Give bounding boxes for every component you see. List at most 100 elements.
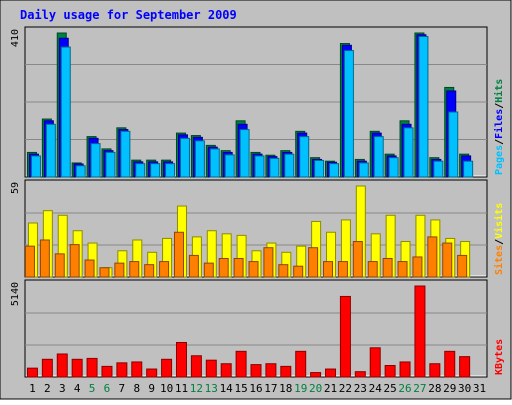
bar-sites-day-13 (203, 262, 214, 278)
panel-kbytes: 5140 KBytes (10, 279, 505, 378)
bars-hits-files-pages (26, 32, 474, 178)
bar-pages-day-18 (284, 153, 295, 178)
bar-kbytes-day-11 (175, 341, 187, 378)
bar-kbytes-day-24 (369, 347, 381, 378)
x-tick-label-23: 23 (354, 382, 367, 395)
bar-sites-day-25 (382, 257, 393, 278)
bar-pages-day-30 (463, 160, 474, 178)
x-tick-label-31: 31 (473, 382, 486, 395)
x-tick-label-2: 2 (44, 382, 51, 395)
bar-kbytes-day-15 (235, 350, 247, 378)
bar-sites-day-17 (263, 247, 274, 278)
bar-pages-day-19 (299, 136, 310, 178)
bar-pages-day-25 (388, 157, 399, 178)
bar-pages-day-7 (120, 130, 131, 178)
bar-kbytes-day-30 (459, 356, 471, 378)
bar-pages-day-4 (75, 165, 86, 178)
bar-sites-day-8 (129, 261, 140, 278)
bar-pages-day-9 (150, 163, 161, 178)
bar-pages-day-21 (329, 163, 340, 178)
bars-kbytes (26, 285, 471, 378)
bar-pages-day-15 (239, 129, 250, 178)
bar-pages-day-29 (448, 111, 459, 178)
bar-sites-day-22 (337, 261, 348, 278)
x-tick-label-8: 8 (133, 382, 140, 395)
bar-kbytes-day-17 (265, 363, 277, 378)
legend-files: Files (493, 109, 505, 139)
bar-kbytes-day-9 (146, 368, 158, 378)
bar-sites-day-18 (278, 264, 289, 278)
bar-sites-day-4 (69, 244, 80, 278)
legend-sites: Sites (493, 245, 505, 275)
bar-kbytes-day-22 (339, 295, 351, 378)
bar-sites-day-27 (412, 256, 423, 278)
x-tick-label-30: 30 (458, 382, 471, 395)
bar-kbytes-day-18 (280, 365, 292, 378)
bar-sites-day-9 (144, 264, 155, 278)
x-tick-label-25: 25 (384, 382, 397, 395)
bar-sites-day-14 (218, 257, 229, 278)
bar-pages-day-12 (194, 140, 205, 178)
bar-pages-day-17 (269, 157, 280, 178)
bar-kbytes-day-27 (414, 285, 426, 378)
y-axis-max-label: 59 (10, 182, 21, 194)
x-tick-label-14: 14 (220, 382, 234, 395)
x-tick-label-21: 21 (324, 382, 337, 395)
bar-sites-day-23 (352, 241, 363, 278)
bar-kbytes-day-25 (384, 364, 396, 378)
x-tick-label-9: 9 (148, 382, 155, 395)
bar-kbytes-day-2 (41, 358, 53, 378)
bar-kbytes-day-3 (56, 353, 68, 378)
y-axis-max-label: 410 (10, 29, 21, 47)
bar-sites-day-21 (323, 261, 334, 278)
bar-kbytes-day-29 (444, 350, 456, 378)
bar-kbytes-day-26 (399, 361, 411, 378)
x-tick-label-16: 16 (249, 382, 262, 395)
bar-pages-day-5 (90, 143, 101, 178)
x-tick-label-29: 29 (443, 382, 456, 395)
x-tick-label-6: 6 (104, 382, 111, 395)
x-tick-label-17: 17 (264, 382, 277, 395)
x-tick-label-15: 15 (234, 382, 247, 395)
y-axis-max-label: 5140 (10, 282, 21, 306)
x-tick-label-18: 18 (279, 382, 292, 395)
bar-kbytes-day-6 (101, 365, 113, 378)
x-tick-label-27: 27 (413, 382, 426, 395)
chart-panels: 410Pages/Files/Hits59Sites/Visits5140KBy… (10, 26, 505, 378)
bar-sites-day-29 (442, 242, 453, 278)
panel-visits-sites: 59 Sites/Visits (10, 179, 505, 278)
bar-sites-day-12 (188, 254, 199, 278)
bar-sites-day-3 (54, 253, 65, 278)
bar-sites-day-26 (397, 261, 408, 278)
bar-pages-day-14 (224, 154, 235, 178)
bar-kbytes-day-23 (354, 371, 366, 378)
bar-kbytes-day-16 (250, 364, 262, 378)
x-tick-label-20: 20 (309, 382, 322, 395)
x-tick-label-24: 24 (369, 382, 383, 395)
bar-pages-day-26 (403, 127, 414, 178)
bar-kbytes-day-13 (205, 359, 217, 378)
bar-sites-day-1 (24, 245, 35, 278)
x-tick-label-11: 11 (175, 382, 188, 395)
bar-sites-day-16 (248, 261, 259, 278)
bar-kbytes-day-20 (310, 372, 322, 378)
bar-pages-day-8 (135, 163, 146, 178)
legend-separator: / (494, 103, 505, 109)
bar-kbytes-day-7 (116, 362, 128, 378)
bar-kbytes-day-1 (26, 367, 38, 378)
bar-kbytes-day-4 (71, 358, 83, 378)
bar-pages-day-10 (165, 163, 176, 178)
bar-pages-day-2 (45, 123, 56, 178)
bar-sites-day-20 (308, 247, 319, 278)
x-tick-label-5: 5 (89, 382, 96, 395)
bar-sites-day-6 (99, 267, 110, 278)
bar-sites-day-19 (293, 265, 304, 278)
x-tick-label-19: 19 (294, 382, 307, 395)
bar-kbytes-day-10 (161, 358, 173, 378)
x-tick-label-3: 3 (59, 382, 66, 395)
bar-sites-day-7 (114, 262, 125, 278)
panel-plot-area (24, 279, 488, 378)
